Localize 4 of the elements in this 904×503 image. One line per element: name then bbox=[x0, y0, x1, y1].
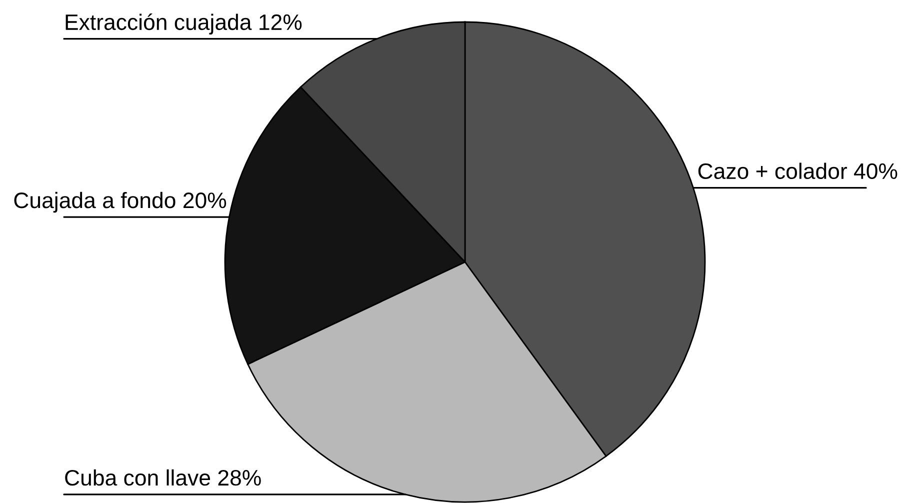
slice-label: Cuba con llave 28% bbox=[65, 469, 261, 486]
slice-label: Extracción cuajada 12% bbox=[66, 13, 302, 34]
slice-label: Cazo + colador 40% bbox=[698, 162, 898, 180]
slice-label: Cuajada a fondo 20% bbox=[14, 192, 226, 213]
